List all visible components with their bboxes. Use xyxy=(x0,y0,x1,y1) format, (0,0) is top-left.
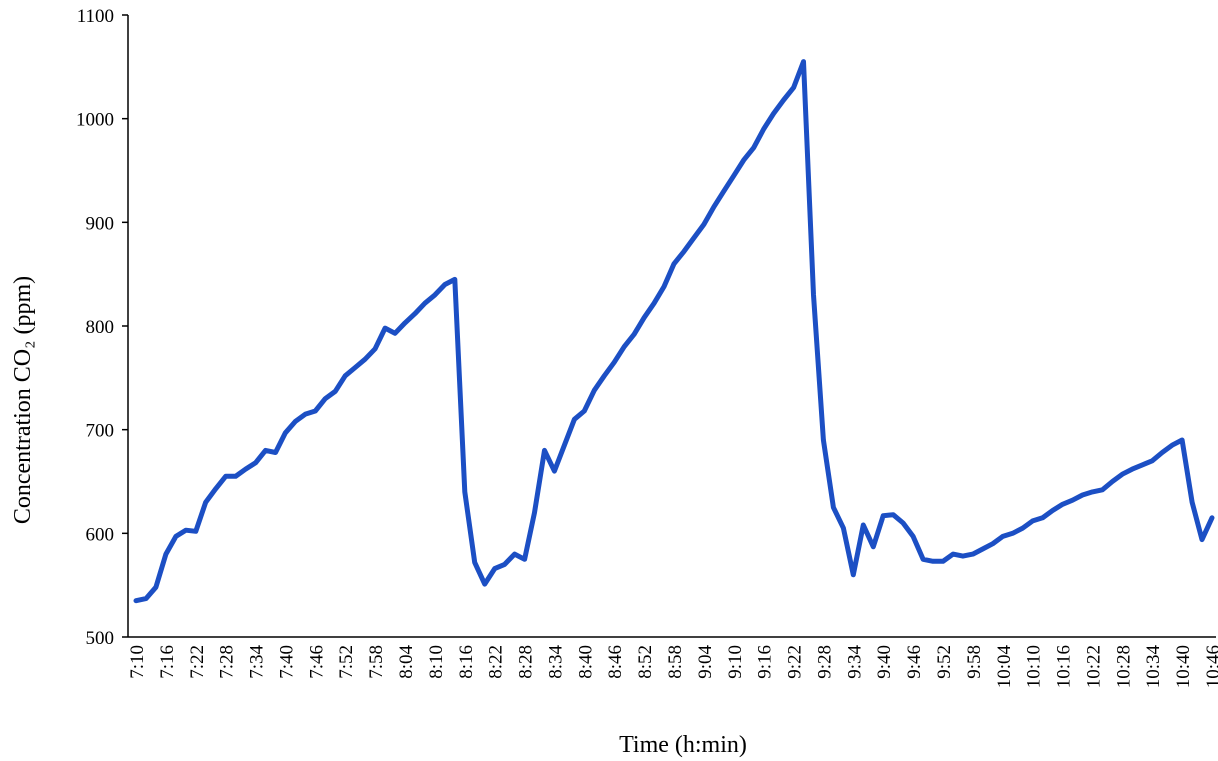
y-tick-label: 600 xyxy=(86,524,115,545)
x-tick-label: 8:04 xyxy=(396,645,417,679)
x-tick-label: 7:58 xyxy=(366,645,387,679)
y-tick-label: 900 xyxy=(86,213,115,234)
x-tick-label: 9:16 xyxy=(755,645,776,679)
x-tick-label: 9:46 xyxy=(904,645,925,679)
x-tick-label: 8:22 xyxy=(486,645,507,679)
x-tick-label: 10:22 xyxy=(1083,645,1104,688)
x-tick-label: 9:10 xyxy=(725,645,746,679)
x-tick-label: 9:40 xyxy=(874,645,895,679)
y-tick-label: 700 xyxy=(86,421,115,442)
y-tick-label: 1000 xyxy=(76,110,114,131)
x-tick-label: 7:52 xyxy=(336,645,357,679)
x-tick-label: 9:52 xyxy=(934,645,955,679)
x-tick-label: 7:46 xyxy=(306,645,327,679)
x-tick-label: 8:46 xyxy=(605,645,626,679)
x-tick-label: 8:34 xyxy=(545,645,566,679)
x-tick-label: 7:16 xyxy=(157,645,178,679)
x-tick-label: 10:28 xyxy=(1113,645,1134,688)
x-tick-label: 8:10 xyxy=(426,645,447,679)
x-tick-label: 9:34 xyxy=(844,645,865,679)
x-tick-label: 7:28 xyxy=(217,645,238,679)
x-tick-label: 7:34 xyxy=(247,645,268,679)
y-tick-label: 1100 xyxy=(77,6,114,27)
x-tick-label: 7:10 xyxy=(127,645,148,679)
y-axis-title: Concentration CO₂ (ppm) xyxy=(10,276,36,524)
x-tick-label: 8:58 xyxy=(665,645,686,679)
x-tick-label: 10:34 xyxy=(1143,645,1164,689)
x-tick-label: 8:28 xyxy=(516,645,537,679)
y-tick-label: 800 xyxy=(86,317,115,338)
x-tick-label: 9:28 xyxy=(814,645,835,679)
x-tick-label: 9:22 xyxy=(785,645,806,679)
x-tick-label: 10:40 xyxy=(1173,645,1194,688)
x-axis-title: Time (h:min) xyxy=(619,732,747,758)
x-tick-label: 7:40 xyxy=(276,645,297,679)
x-tick-label: 10:46 xyxy=(1203,645,1218,688)
x-tick-label: 8:52 xyxy=(635,645,656,679)
x-tick-label: 10:10 xyxy=(1024,645,1045,688)
data-line xyxy=(133,59,1215,604)
x-tick-label: 7:22 xyxy=(187,645,208,679)
x-tick-label: 8:16 xyxy=(456,645,477,679)
y-tick-label: 500 xyxy=(86,628,115,649)
x-tick-label: 9:04 xyxy=(695,645,716,679)
x-tick-label: 10:16 xyxy=(1054,645,1075,688)
x-tick-label: 9:58 xyxy=(964,645,985,679)
x-tick-label: 8:40 xyxy=(575,645,596,679)
x-tick-label: 10:04 xyxy=(994,645,1015,689)
